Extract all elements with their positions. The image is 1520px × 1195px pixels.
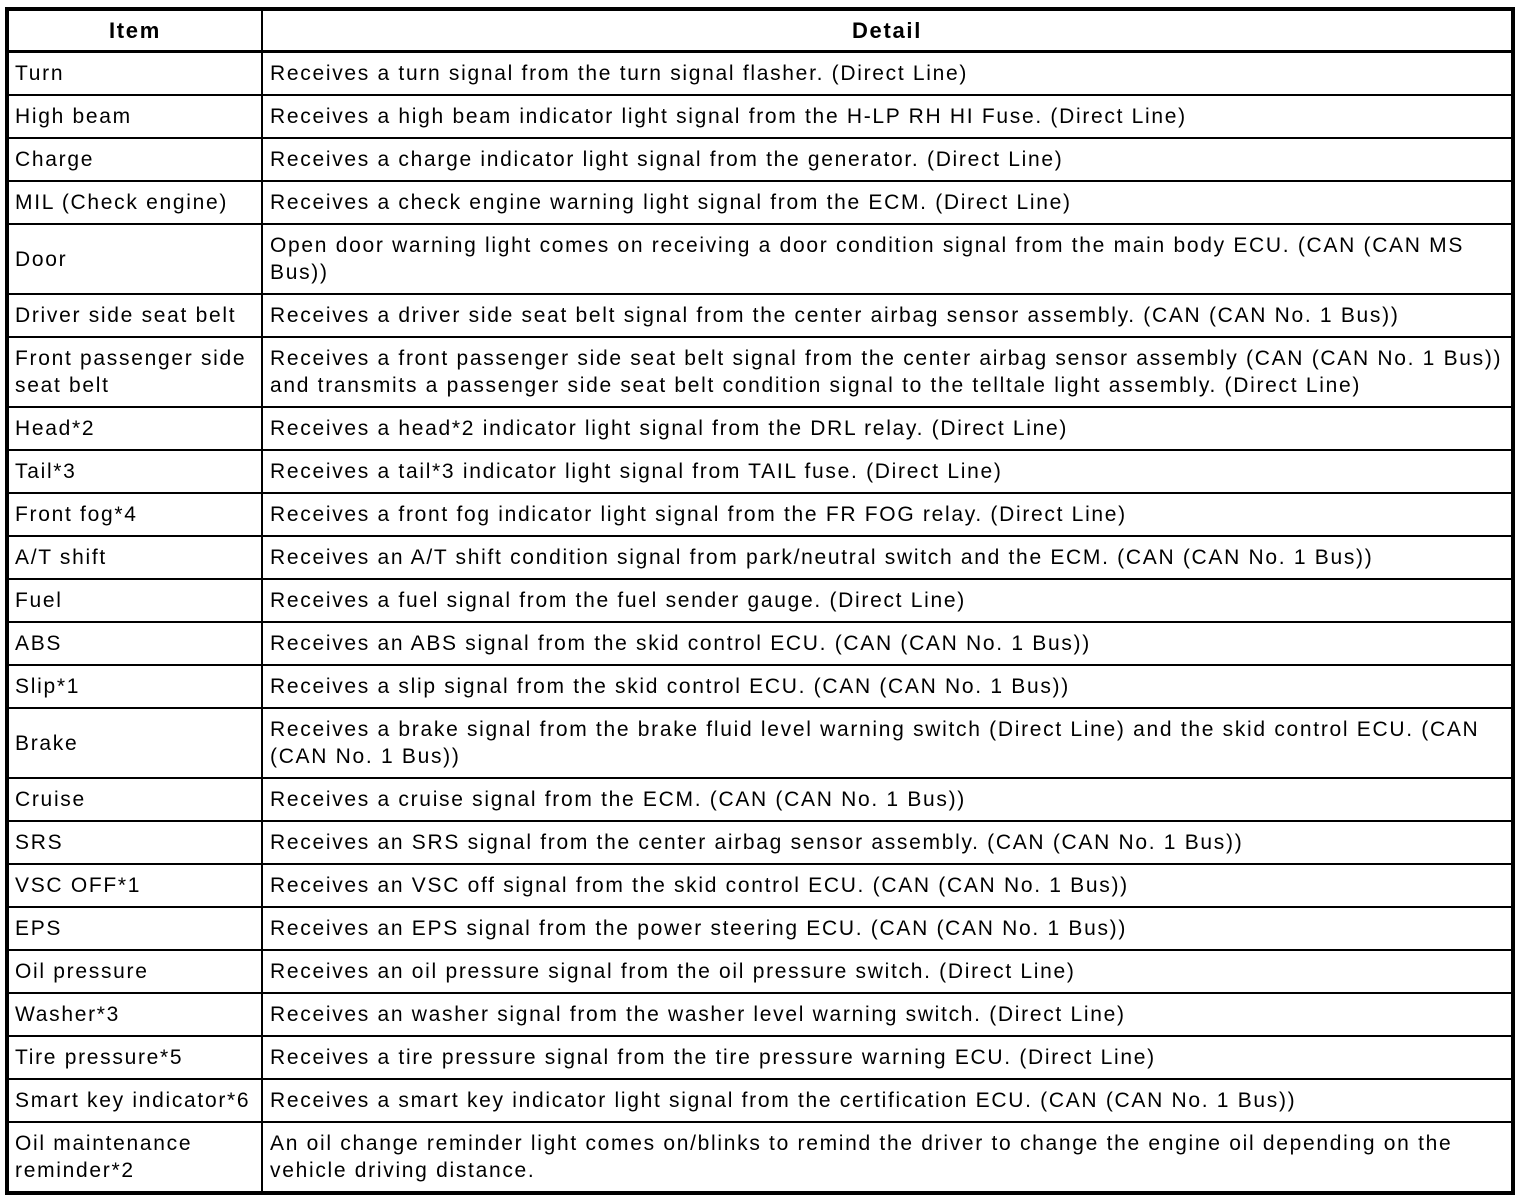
- table-row: Door Open door warning light comes on rec…: [6, 223, 1514, 295]
- item-cell: Fuel: [6, 578, 263, 623]
- table-row: Front fog*4 Receives a front fog indicato…: [6, 492, 1514, 537]
- detail-cell: Receives a charge indicator light signal…: [261, 137, 1514, 182]
- detail-cell: Receives an SRS signal from the center a…: [261, 820, 1514, 865]
- detail-cell: Receives a turn signal from the turn sig…: [261, 50, 1514, 96]
- column-header-detail: Detail: [261, 8, 1514, 53]
- table-row: High beam Receives a high beam indicator …: [6, 94, 1514, 139]
- detail-cell: Open door warning light comes on receivi…: [261, 223, 1514, 295]
- detail-cell: Receives a high beam indicator light sig…: [261, 94, 1514, 139]
- table-row: Driver side seat belt Receives a driver s…: [6, 293, 1514, 338]
- detail-cell: Receives a front passenger side seat bel…: [261, 336, 1514, 408]
- item-cell: Tire pressure*5: [6, 1035, 263, 1080]
- table-row: Cruise Receives a cruise signal from the …: [6, 777, 1514, 822]
- detail-cell: Receives an EPS signal from the power st…: [261, 906, 1514, 951]
- table-row: A/T shift Receives an A/T shift condition…: [6, 535, 1514, 580]
- table-header: Item Detail: [6, 8, 1514, 53]
- detail-cell: Receives a slip signal from the skid con…: [261, 664, 1514, 709]
- table-row: Fuel Receives a fuel signal from the fuel…: [6, 578, 1514, 623]
- table-row: VSC OFF*1 Receives an VSC off signal from…: [6, 863, 1514, 908]
- detail-cell: Receives a tail*3 indicator light signal…: [261, 449, 1514, 494]
- header-row: Item Detail: [6, 8, 1514, 53]
- detail-cell: Receives a driver side seat belt signal …: [261, 293, 1514, 338]
- table-body: Turn Receives a turn signal from the turn…: [6, 50, 1514, 1194]
- table-row: Oil maintenance reminder*2 An oil change …: [6, 1121, 1514, 1194]
- table-row: Charge Receives a charge indicator light …: [6, 137, 1514, 182]
- detail-cell: Receives a smart key indicator light sig…: [261, 1078, 1514, 1123]
- item-cell: Cruise: [6, 777, 263, 822]
- table-row: MIL (Check engine) Receives a check engin…: [6, 180, 1514, 225]
- item-cell: MIL (Check engine): [6, 180, 263, 225]
- item-cell: SRS: [6, 820, 263, 865]
- detail-cell: Receives a brake signal from the brake f…: [261, 707, 1514, 779]
- table-row: ABS Receives an ABS signal from the skid …: [6, 621, 1514, 666]
- table-row: Slip*1 Receives a slip signal from the sk…: [6, 664, 1514, 709]
- item-cell: Front passenger side seat belt: [6, 336, 263, 408]
- table-row: Front passenger side seat belt Receives a…: [6, 336, 1514, 408]
- detail-cell: Receives a fuel signal from the fuel sen…: [261, 578, 1514, 623]
- item-cell: Tail*3: [6, 449, 263, 494]
- table-row: Turn Receives a turn signal from the turn…: [6, 50, 1514, 96]
- item-cell: Slip*1: [6, 664, 263, 709]
- item-cell: Washer*3: [6, 992, 263, 1037]
- detail-cell: Receives a tire pressure signal from the…: [261, 1035, 1514, 1080]
- table-row: Washer*3 Receives an washer signal from t…: [6, 992, 1514, 1037]
- detail-cell: Receives an A/T shift condition signal f…: [261, 535, 1514, 580]
- column-header-item: Item: [6, 8, 263, 53]
- item-cell: Head*2: [6, 406, 263, 451]
- item-cell: A/T shift: [6, 535, 263, 580]
- table-row: Smart key indicator*6 Receives a smart ke…: [6, 1078, 1514, 1123]
- table-row: Tire pressure*5 Receives a tire pressure …: [6, 1035, 1514, 1080]
- detail-cell: Receives an oil pressure signal from the…: [261, 949, 1514, 994]
- detail-cell: Receives a front fog indicator light sig…: [261, 492, 1514, 537]
- item-cell: VSC OFF*1: [6, 863, 263, 908]
- detail-cell: Receives a head*2 indicator light signal…: [261, 406, 1514, 451]
- table-row: SRS Receives an SRS signal from the cente…: [6, 820, 1514, 865]
- item-cell: Oil maintenance reminder*2: [6, 1121, 263, 1194]
- detail-cell: Receives a cruise signal from the ECM. (…: [261, 777, 1514, 822]
- table-row: Head*2 Receives a head*2 indicator light …: [6, 406, 1514, 451]
- table-row: Oil pressure Receives an oil pressure sig…: [6, 949, 1514, 994]
- item-cell: EPS: [6, 906, 263, 951]
- item-cell: Smart key indicator*6: [6, 1078, 263, 1123]
- table-row: Brake Receives a brake signal from the br…: [6, 707, 1514, 779]
- table-row: EPS Receives an EPS signal from the power…: [6, 906, 1514, 951]
- item-cell: Turn: [6, 50, 263, 96]
- item-cell: Charge: [6, 137, 263, 182]
- item-cell: Front fog*4: [6, 492, 263, 537]
- item-cell: Door: [6, 223, 263, 295]
- detail-cell: Receives an VSC off signal from the skid…: [261, 863, 1514, 908]
- detail-cell: Receives an washer signal from the washe…: [261, 992, 1514, 1037]
- table-row: Tail*3 Receives a tail*3 indicator light …: [6, 449, 1514, 494]
- detail-cell: An oil change reminder light comes on/bl…: [261, 1121, 1514, 1194]
- detail-cell: Receives a check engine warning light si…: [261, 180, 1514, 225]
- item-cell: Oil pressure: [6, 949, 263, 994]
- telltale-signal-table: Item Detail Turn Receives a turn signal f…: [5, 7, 1515, 1195]
- item-cell: Brake: [6, 707, 263, 779]
- item-cell: ABS: [6, 621, 263, 666]
- item-cell: High beam: [6, 94, 263, 139]
- item-cell: Driver side seat belt: [6, 293, 263, 338]
- detail-cell: Receives an ABS signal from the skid con…: [261, 621, 1514, 666]
